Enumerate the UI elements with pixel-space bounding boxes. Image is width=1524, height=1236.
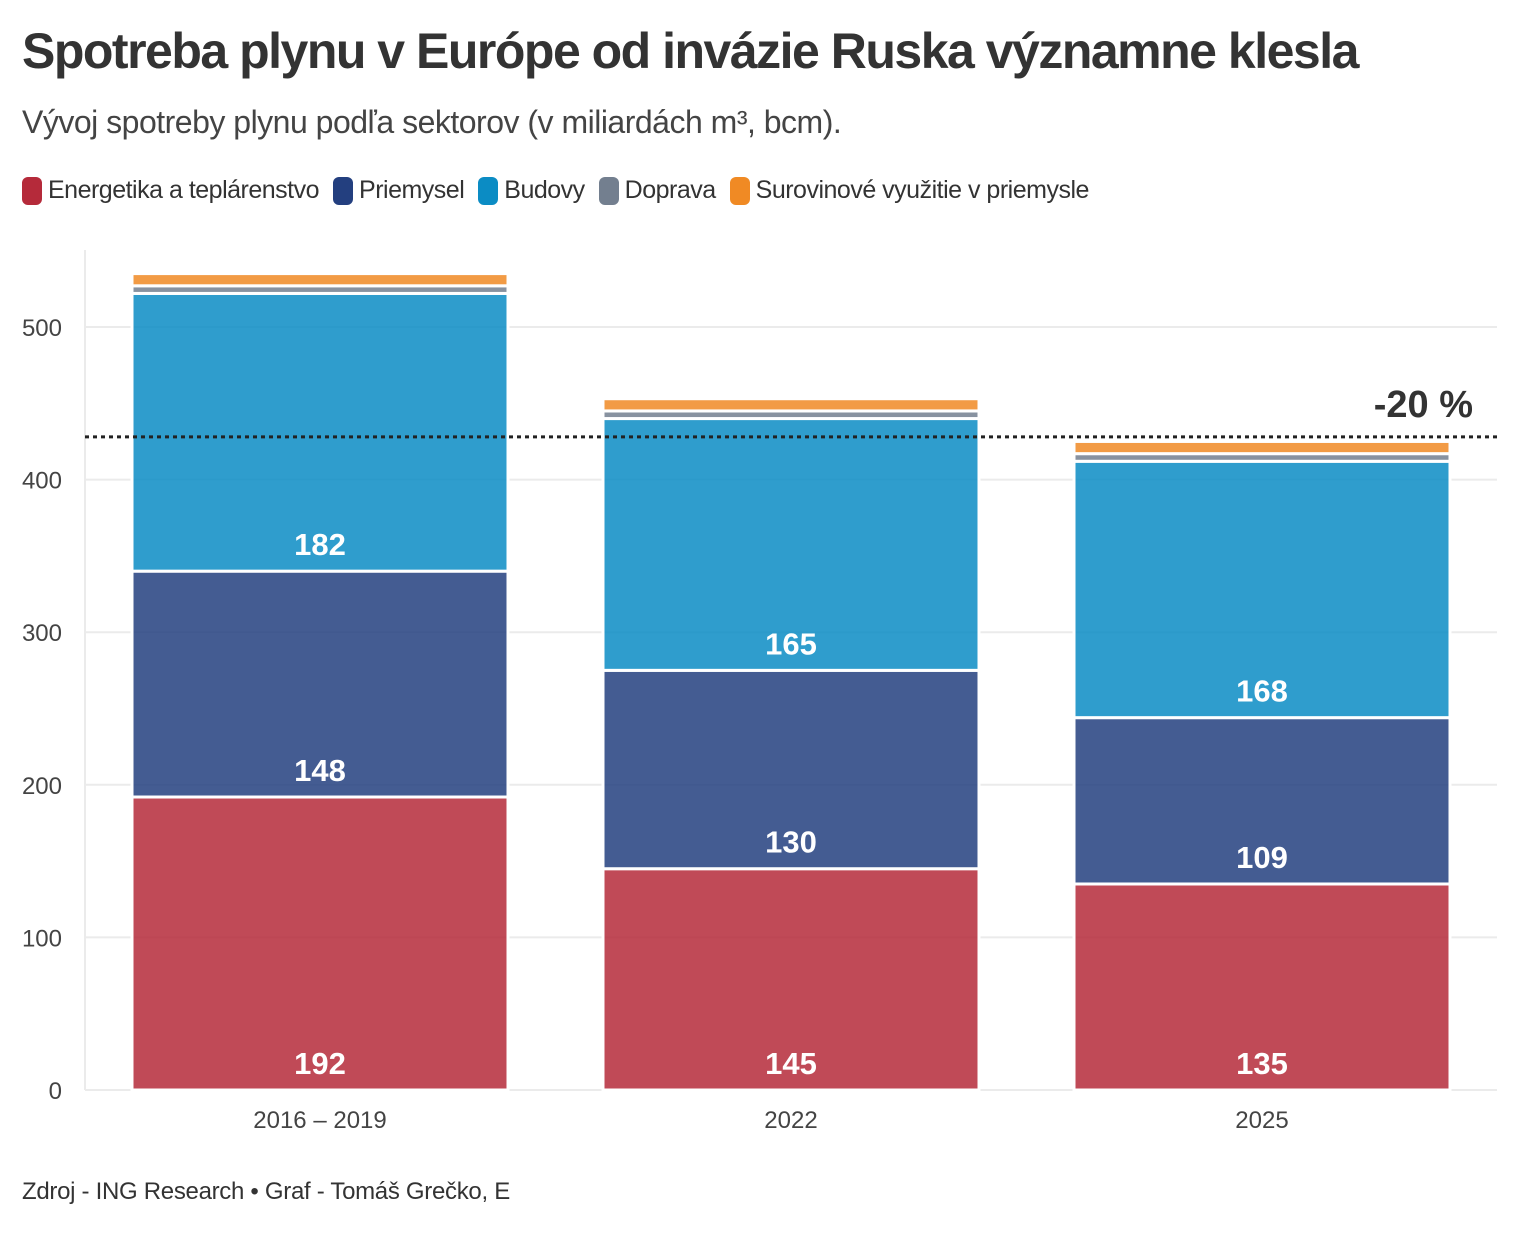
chart-subtitle: Vývoj spotreby plynu podľa sektorov (v m… [22,104,842,140]
legend-label: Doprava [624,176,717,204]
data-label: 109 [1236,840,1288,875]
legend-item: Budovy [478,176,585,205]
bar-segment [130,291,510,573]
bar-segment [1072,459,1452,720]
data-label: 148 [294,753,346,788]
y-tick-label: 200 [22,773,62,800]
legend-swatch [22,176,42,205]
legend-item: Energetika a teplárenstvo [22,176,320,205]
bar-segment [601,867,981,1092]
bar-segment [1072,716,1452,886]
bar-segment [130,795,510,1092]
source-note: Zdroj - ING Research • Graf - Tomáš Greč… [22,1178,510,1205]
y-tick-label: 400 [22,468,62,495]
legend-swatch [333,176,354,205]
data-label: 145 [765,1046,817,1081]
reference-label: -20 % [1374,384,1473,426]
data-label: 135 [1236,1046,1288,1081]
x-tick-label: 2025 [1235,1107,1288,1134]
data-label: 168 [1236,674,1288,709]
bar-segment [1072,882,1452,1092]
x-tick-label: 2016 – 2019 [253,1107,386,1134]
legend-item: Doprava [598,176,717,205]
chart-title: Spotreba plynu v Európe od invázie Ruska… [22,23,1359,79]
y-tick-label: 0 [49,1078,62,1105]
data-label: 130 [765,825,817,860]
y-tick-label: 500 [22,315,62,342]
bar-segment [601,668,981,871]
legend-label: Energetika a teplárenstvo [48,176,320,204]
legend-label: Budovy [504,176,585,204]
legend-swatch [478,176,499,205]
legend-swatch [729,176,750,205]
legend-item: Priemysel [333,176,465,205]
bar-segment [1072,439,1452,456]
bar-segment [130,272,510,288]
legend-label: Surovinové využitie v priemysle [755,176,1090,204]
data-label: 165 [765,626,817,661]
bar-segment [601,397,981,413]
legend: Energetika a teplárenstvo Priemysel Budovy… [22,176,1103,205]
legend-swatch [598,176,619,205]
y-tick-label: 300 [22,620,62,647]
data-label: 182 [294,527,346,562]
bar-segment [601,417,981,672]
legend-item: Surovinové využitie v priemysle [729,176,1090,205]
x-tick-label: 2022 [764,1107,817,1134]
data-label: 192 [294,1046,346,1081]
y-tick-label: 100 [22,925,62,952]
legend-label: Priemysel [359,176,465,204]
bar-segment [130,569,510,799]
